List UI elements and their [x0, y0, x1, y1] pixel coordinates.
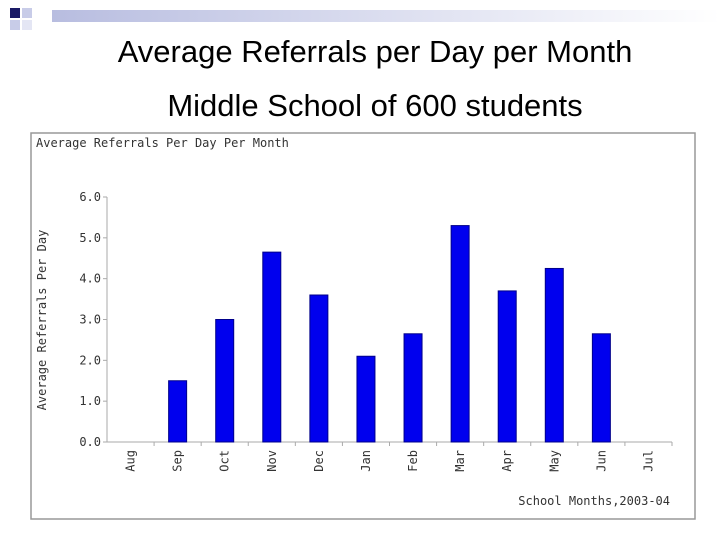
decor-square	[22, 8, 32, 18]
decor-square	[22, 20, 32, 30]
y-tick-label: 3.0	[79, 313, 101, 327]
x-tick-label: Jul	[641, 450, 655, 472]
decor-square	[10, 8, 20, 18]
y-tick-label: 2.0	[79, 353, 101, 367]
x-tick-label: Feb	[406, 450, 420, 472]
x-axis-label: School Months,2003-04	[518, 494, 670, 508]
y-tick-label: 0.0	[79, 435, 101, 449]
decor-bar	[52, 10, 720, 22]
bar	[450, 225, 470, 443]
chart-title: Average Referrals Per Day Per Month	[36, 136, 289, 150]
y-tick-label: 1.0	[79, 394, 101, 408]
bar	[591, 333, 611, 443]
x-tick-label: Mar	[453, 450, 467, 472]
plot: 0.0 1.0 2.0 3.0 4.0 5.0 6.0 Aug Sep Oct Nov Dec Jan F…	[79, 190, 673, 472]
decor-square	[10, 20, 20, 30]
bar	[309, 294, 329, 443]
x-tick-label: Aug	[124, 450, 138, 472]
slide-title: Average Referrals per Day per Month	[118, 34, 633, 69]
x-tick-label: Nov	[265, 450, 279, 472]
bar	[403, 333, 423, 443]
y-tick-label: 5.0	[79, 231, 101, 245]
x-tick-label: May	[547, 450, 561, 472]
x-tick-label: Oct	[218, 450, 232, 472]
bar	[262, 251, 282, 443]
x-tick-label: Sep	[171, 450, 185, 472]
x-tick-label: Apr	[500, 450, 514, 472]
bar	[356, 355, 376, 443]
bar	[215, 319, 235, 443]
x-tick-label: Jan	[359, 450, 373, 472]
bar	[168, 380, 188, 443]
chart-frame	[30, 132, 696, 520]
bar	[544, 267, 564, 443]
y-axis-label: Average Referrals Per Day	[35, 230, 49, 411]
x-tick-label: Dec	[312, 450, 326, 472]
slide-subtitle: Middle School of 600 students	[167, 88, 582, 123]
y-tick-label: 6.0	[79, 190, 101, 204]
bar	[497, 290, 517, 443]
x-tick-label: Jun	[594, 450, 608, 472]
y-tick-label: 4.0	[79, 272, 101, 286]
